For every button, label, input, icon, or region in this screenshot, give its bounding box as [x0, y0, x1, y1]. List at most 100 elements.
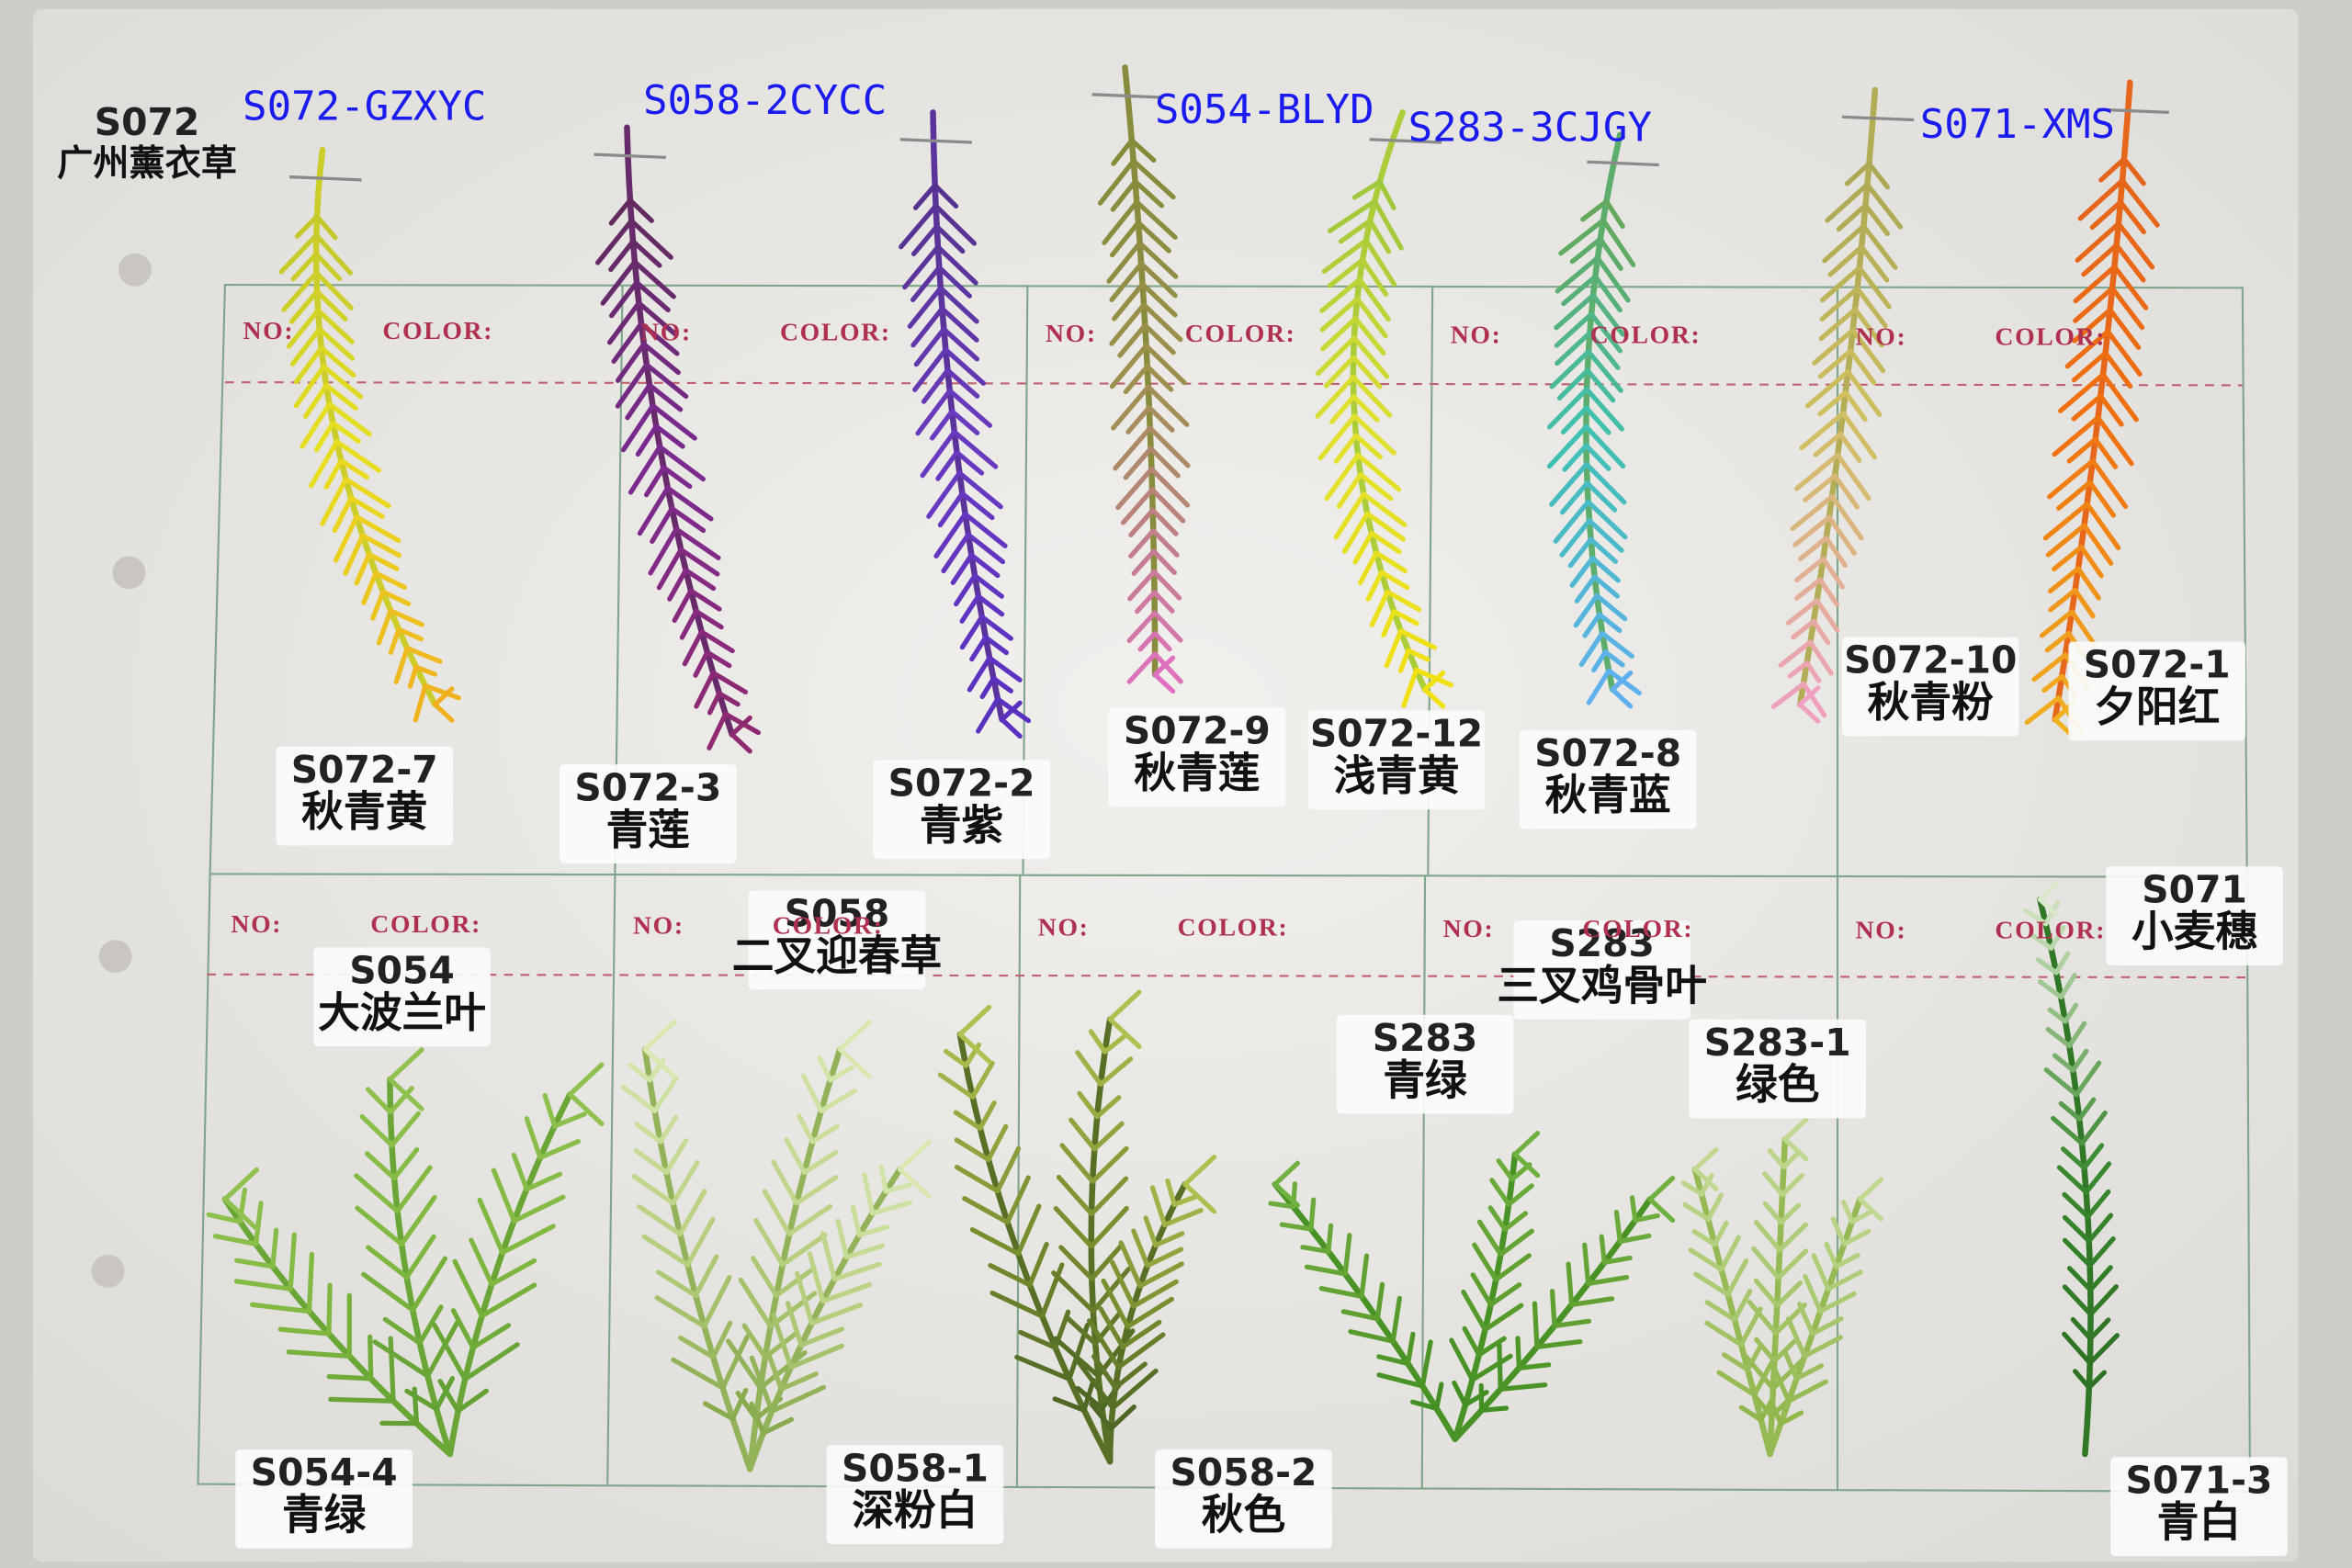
leaf — [1108, 1404, 1136, 1431]
leaf — [382, 1316, 423, 1346]
leaf — [608, 239, 636, 273]
leaf — [1153, 1231, 1185, 1248]
leaf — [1272, 1181, 1301, 1208]
stem — [1350, 109, 1429, 693]
leaf — [653, 423, 685, 449]
leaf — [1762, 1171, 1785, 1198]
leaf — [452, 1258, 485, 1319]
leaf — [1692, 1146, 1719, 1172]
leaf — [1151, 548, 1177, 576]
leaf — [1390, 1295, 1402, 1344]
leaf — [437, 1379, 461, 1414]
leaf — [2074, 1060, 2102, 1098]
leaf — [1785, 598, 1820, 626]
leaf — [511, 1152, 529, 1192]
leaf — [611, 321, 644, 364]
leaf — [365, 1151, 397, 1181]
sample-code: S072-2 — [888, 761, 1035, 806]
sample-code: S058 — [785, 892, 890, 936]
leaf — [404, 1388, 439, 1412]
leaf — [270, 1227, 279, 1269]
leaf — [972, 573, 1004, 599]
leaf — [941, 532, 971, 574]
leaf — [1580, 198, 1610, 222]
leaf — [1792, 514, 1832, 547]
leaf — [1826, 1269, 1863, 1292]
leaf — [2053, 951, 2071, 976]
leaf — [2058, 973, 2077, 1000]
leaf — [615, 362, 650, 409]
leaf — [1722, 1352, 1750, 1372]
leaf — [387, 1047, 424, 1082]
stem — [1452, 1196, 1654, 1442]
leaf — [1182, 1181, 1217, 1214]
leaf — [1075, 1050, 1103, 1087]
leaf — [962, 512, 1008, 548]
leaf — [1109, 302, 1147, 346]
leaf — [1151, 590, 1175, 614]
leaf — [1680, 1180, 1704, 1197]
leaf — [1797, 702, 1821, 724]
card-color-label: COLOR: — [1185, 320, 1296, 348]
leaf — [2048, 925, 2066, 951]
leaf — [388, 1086, 414, 1115]
leaf — [1778, 639, 1814, 668]
leaf — [933, 203, 978, 246]
leaf — [1819, 286, 1860, 322]
leaf — [1059, 1143, 1095, 1184]
leaf — [926, 470, 962, 519]
leaf — [707, 691, 722, 716]
leaf — [2037, 882, 2059, 902]
leaf — [1422, 670, 1446, 693]
label-card — [1519, 729, 1697, 829]
leaf — [1705, 1192, 1724, 1223]
leaf — [641, 1234, 691, 1268]
leaf — [935, 244, 978, 286]
leaf — [661, 465, 693, 490]
leaf — [477, 1197, 505, 1256]
leaf — [1145, 364, 1174, 392]
leaf — [354, 1173, 401, 1214]
leaf — [1586, 499, 1628, 540]
leaf — [2069, 609, 2097, 646]
leaf — [277, 1326, 332, 1337]
leaf — [2066, 436, 2098, 464]
leaf — [1140, 281, 1178, 318]
leaf — [1797, 1302, 1815, 1337]
leaf — [1340, 1309, 1380, 1322]
leaf — [1556, 367, 1590, 400]
leaf — [206, 1212, 243, 1224]
leaf — [1601, 1255, 1633, 1266]
leaf — [1560, 405, 1589, 434]
sample-name: 秋青粉 — [1868, 678, 1994, 727]
leaf — [1150, 507, 1179, 536]
leaf — [1849, 1209, 1874, 1224]
leaf — [1272, 1160, 1301, 1187]
leaf — [1598, 236, 1623, 271]
leaf — [1304, 1264, 1348, 1277]
leaf — [1161, 1207, 1204, 1228]
leaf — [2087, 1235, 2116, 1269]
leaf — [950, 552, 974, 585]
leaf — [2077, 177, 2125, 221]
leaf — [1725, 1258, 1749, 1297]
leaf — [1826, 514, 1857, 557]
leaf — [1110, 1368, 1159, 1411]
leaf — [1747, 1300, 1779, 1336]
leaf — [2058, 372, 2106, 413]
leaf — [470, 1323, 512, 1350]
leaf — [432, 686, 455, 707]
leaf — [1807, 639, 1834, 676]
leaf — [2085, 1189, 2111, 1220]
leaf — [1132, 178, 1165, 209]
leaf — [1354, 296, 1388, 339]
leaf — [1115, 467, 1155, 511]
leaf — [778, 1371, 819, 1392]
leaf — [729, 732, 752, 754]
card-no-label: NO: — [633, 912, 684, 941]
leaf — [1341, 511, 1370, 554]
leaf — [920, 429, 957, 479]
leaf — [1069, 1117, 1097, 1152]
leaf — [2039, 609, 2075, 638]
leaf — [1398, 628, 1437, 650]
